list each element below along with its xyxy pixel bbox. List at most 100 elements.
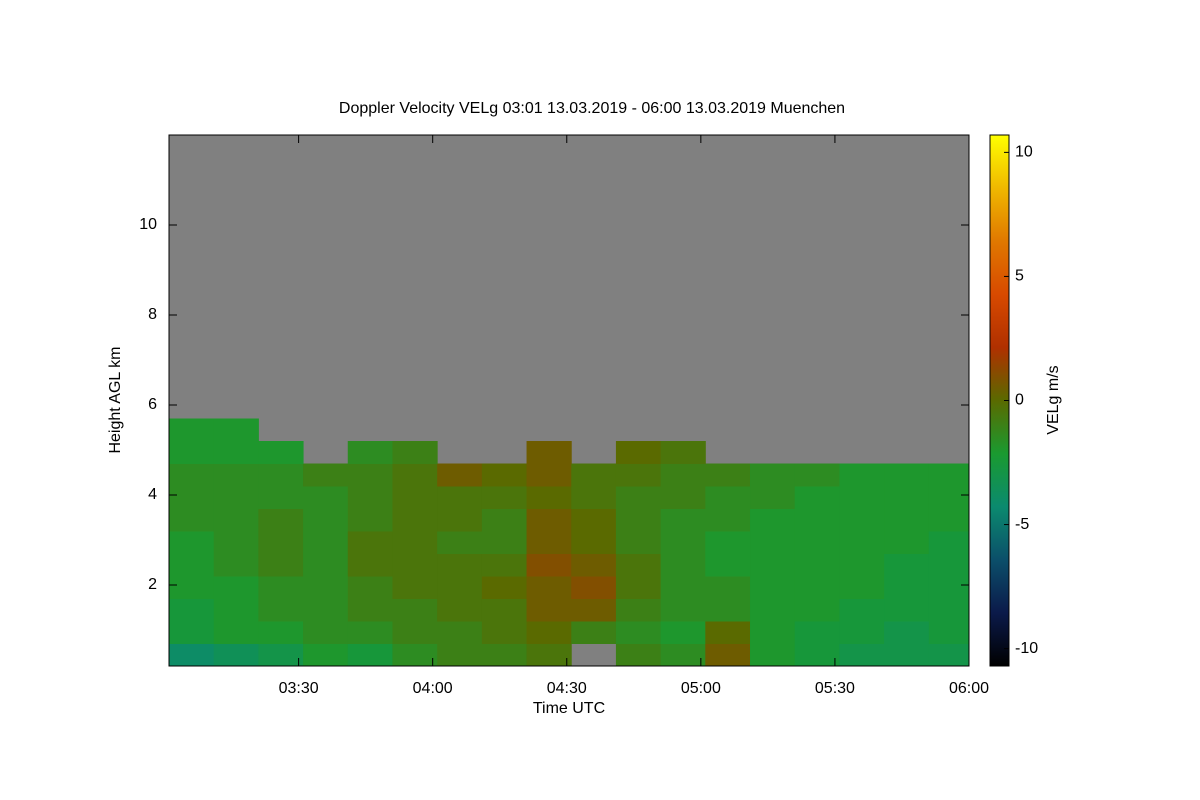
heat-cell [392,531,438,554]
heat-cell [392,598,438,622]
colorbar-tick-label: -10 [1015,640,1038,657]
heat-cell [392,486,438,509]
heat-cell [571,463,617,487]
heat-cell [213,486,259,509]
heat-cell [169,576,215,599]
heat-cell [884,598,930,622]
heat-cell [213,576,259,599]
heat-cell [303,553,349,577]
heat-cell [928,531,969,554]
heat-cell [750,463,796,487]
heat-cell [169,553,215,577]
heat-cell [347,463,393,487]
heat-cell [571,508,617,532]
y-tick-label: 8 [148,306,157,323]
heat-cell [705,463,751,487]
heat-cell [750,553,796,577]
colorbar-tick-label: 0 [1015,392,1024,409]
heat-cell [884,486,930,509]
heat-cell [660,441,706,464]
heat-cell [392,553,438,577]
heat-cell [705,576,751,599]
heat-cell [928,508,969,532]
heat-cell [615,508,662,532]
heat-cell [169,441,215,464]
heat-cell [615,621,662,644]
heat-cell [571,598,617,622]
heat-cell [794,553,840,577]
y-axis-label: Height AGL km [107,346,124,453]
heat-cell [884,553,930,577]
chart-title: Doppler Velocity VELg 03:01 13.03.2019 -… [339,100,845,117]
heat-cell [213,553,259,577]
heat-cell [213,621,259,644]
heat-cell [303,643,349,666]
heat-cell [213,418,259,442]
heat-cell [347,508,393,532]
heat-cell [258,576,304,599]
heat-cell [750,508,796,532]
heat-cell [258,598,304,622]
heat-cell [481,508,528,532]
heat-cell [615,643,662,666]
x-tick-label: 03:30 [279,680,319,697]
heat-cell [481,531,528,554]
colorbar-tick-label: 10 [1015,144,1033,161]
heat-cell [750,643,796,666]
heat-cell [571,621,617,644]
heat-cell [437,643,483,666]
heat-cell [392,643,438,666]
heat-cell [526,553,572,577]
heat-cell [481,463,528,487]
heat-cell [839,508,885,532]
heat-cell [526,621,572,644]
heat-cell [213,463,259,487]
heat-cell [928,576,969,599]
heat-cell [839,463,885,487]
heat-cell [258,508,304,532]
heat-cell [258,643,304,666]
heat-cell [169,531,215,554]
heat-cell [928,463,969,487]
heat-cell [526,643,572,666]
heat-cell [660,531,706,554]
heat-cell [615,531,662,554]
heat-cell [437,598,483,622]
heat-cell [794,621,840,644]
heat-cell [705,643,751,666]
heat-cell [481,576,528,599]
heat-cell [839,643,885,666]
heat-cell [571,553,617,577]
heat-cell [258,553,304,577]
heat-cell [660,463,706,487]
heat-cell [213,508,259,532]
heat-cell [705,486,751,509]
heat-cell [794,643,840,666]
heat-cell [884,621,930,644]
heat-cell [437,508,483,532]
heat-cell [839,621,885,644]
heat-cell [169,418,215,442]
heat-cell [928,621,969,644]
heat-cell [750,486,796,509]
heat-cell [884,643,930,666]
heat-cell [258,531,304,554]
heat-cell [615,486,662,509]
heat-cell [258,463,304,487]
heat-cell [705,508,751,532]
heat-cell [258,441,304,464]
colorbar-label: VELg m/s [1045,365,1062,434]
heat-cell [928,598,969,622]
heat-cell [705,531,751,554]
y-tick-label: 10 [139,216,157,233]
heat-cell [660,486,706,509]
heat-cell [526,531,572,554]
heat-cell [169,463,215,487]
heat-cell [347,643,393,666]
x-axis-label: Time UTC [533,700,605,717]
heat-cell [794,598,840,622]
heat-cell [303,486,349,509]
y-tick-label: 6 [148,396,157,413]
heat-cell [884,463,930,487]
